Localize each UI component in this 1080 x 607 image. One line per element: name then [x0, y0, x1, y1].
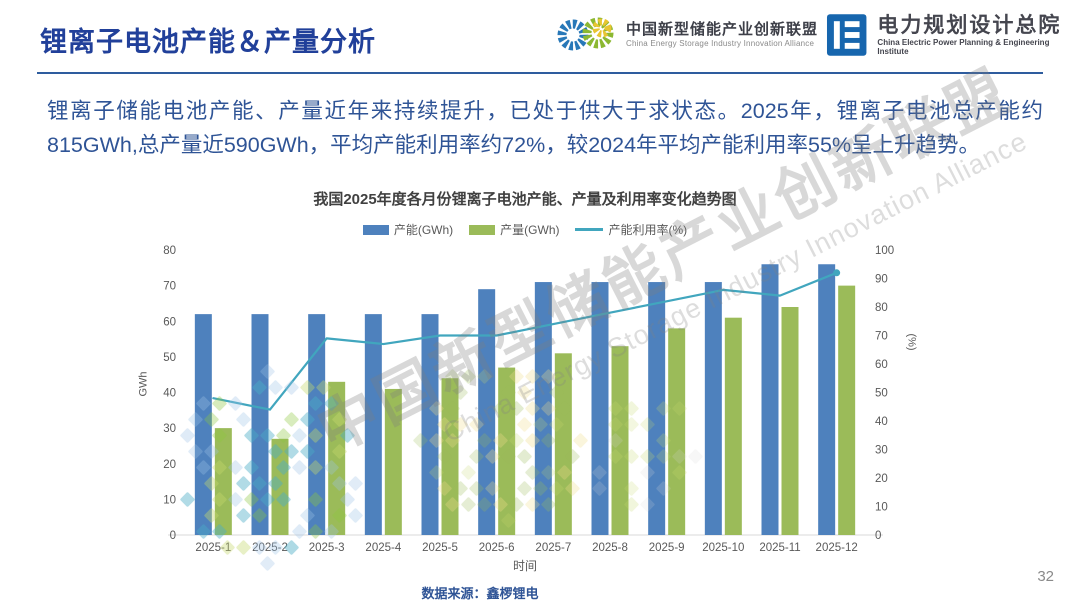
alliance-infinity-icon — [557, 17, 614, 51]
ceppei-e-icon — [826, 14, 867, 56]
y-right-tick: 20 — [875, 473, 888, 485]
y-left-tick: 60 — [163, 316, 176, 328]
legend-bar-swatch — [469, 224, 496, 235]
legend-bar-swatch — [362, 224, 389, 235]
alliance-name-en: China Energy Storage Industry Innovation… — [626, 38, 815, 48]
alliance-logo-text: 中国新型储能产业创新联盟 China Energy Storage Indust… — [626, 21, 818, 48]
x-tick-2025-8: 2025-8 — [592, 542, 628, 554]
y-left-tick: 20 — [163, 459, 176, 471]
chart-title: 我国2025年度各月份锂离子电池产能、产量及利用率变化趋势图 — [313, 191, 737, 208]
bar-output-2025-9 — [668, 328, 686, 535]
bar-output-2025-1 — [214, 428, 232, 535]
bar-capacity-2025-5 — [421, 314, 439, 535]
y-right-tick: 10 — [875, 502, 888, 514]
y-right-tick: 30 — [875, 445, 888, 457]
bar-output-2025-7 — [554, 353, 572, 535]
utilization-line-end-marker — [833, 269, 841, 277]
bar-capacity-2025-8 — [591, 282, 609, 535]
bar-output-2025-12 — [838, 285, 856, 535]
bar-capacity-2025-9 — [648, 282, 666, 535]
utilization-line — [212, 271, 838, 411]
bar-output-2025-8 — [611, 346, 629, 535]
y-left-tick: 70 — [163, 281, 176, 293]
legend-label: 产能(GWh) — [393, 223, 454, 237]
x-tick-2025-7: 2025-7 — [535, 542, 571, 554]
x-tick-2025-9: 2025-9 — [649, 542, 685, 554]
y-left-tick: 50 — [163, 352, 176, 364]
legend-label: 产能利用率(%) — [608, 223, 688, 237]
ceppei-name-cn: 电力规划设计总院 — [877, 14, 1062, 37]
legend-item: 产能(GWh) — [362, 221, 454, 238]
legend-item: 产量(GWh) — [469, 221, 559, 238]
y-right-tick: 70 — [875, 331, 888, 343]
bar-capacity-2025-2 — [251, 314, 269, 535]
x-tick-2025-3: 2025-3 — [309, 542, 345, 554]
bar-capacity-2025-10 — [704, 282, 722, 535]
bar-capacity-2025-6 — [478, 289, 496, 535]
x-tick-2025-1: 2025-1 — [195, 542, 231, 554]
ceppei-name-en: China Electric Power Planning & Engineer… — [877, 38, 1050, 56]
ceppei-logo: 电力规划设计总院 China Electric Power Planning &… — [826, 12, 1080, 58]
bar-capacity-2025-11 — [761, 264, 779, 535]
bar-capacity-2025-7 — [534, 282, 552, 535]
bar-capacity-2025-1 — [194, 314, 212, 535]
x-tick-2025-2: 2025-2 — [252, 542, 288, 554]
y-right-tick: 90 — [875, 274, 888, 286]
ceppei-logo-text: 电力规划设计总院 China Electric Power Planning &… — [877, 14, 1080, 56]
y-left-tick: 80 — [163, 245, 176, 257]
bar-capacity-2025-3 — [308, 314, 326, 535]
alliance-logo: 中国新型储能产业创新联盟 China Energy Storage Indust… — [556, 12, 818, 56]
bar-output-2025-5 — [441, 378, 459, 535]
y-right-tick: 50 — [875, 388, 888, 400]
chart-legend: 产能(GWh) 产量(GWh) 产能利用率(%) — [130, 221, 920, 238]
page-title: 锂离子电池产能＆产量分析 — [40, 27, 376, 57]
y-right-tick: 80 — [875, 302, 888, 314]
bar-output-2025-4 — [384, 388, 402, 535]
legend-line-swatch — [575, 228, 604, 231]
bar-output-2025-3 — [328, 381, 346, 535]
x-tick-2025-11: 2025-11 — [759, 542, 800, 554]
legend-label: 产量(GWh) — [500, 223, 560, 237]
alliance-name-cn: 中国新型储能产业创新联盟 — [626, 20, 819, 38]
data-source: 数据来源：鑫椤锂电 — [421, 586, 539, 601]
y-left-tick: 30 — [163, 423, 176, 435]
y-right-tick: 0 — [875, 530, 881, 542]
bar-output-2025-2 — [271, 438, 289, 535]
x-tick-2025-5: 2025-5 — [422, 542, 458, 554]
bar-output-2025-11 — [781, 307, 799, 535]
y-right-tick: 40 — [875, 416, 888, 428]
legend-item: 产能利用率(%) — [575, 221, 687, 238]
x-tick-2025-6: 2025-6 — [479, 542, 515, 554]
bar-output-2025-6 — [498, 367, 516, 535]
y-right-tick: 100 — [875, 245, 894, 257]
x-tick-2025-10: 2025-10 — [702, 542, 744, 554]
x-tick-2025-12: 2025-12 — [816, 542, 858, 554]
y-left-tick: 40 — [163, 388, 176, 400]
x-tick-2025-4: 2025-4 — [365, 542, 401, 554]
y-left-tick: 0 — [170, 530, 176, 542]
summary-text: 锂离子储能电池产能、产量近年来持续提升，已处于供大于求状态。2025年，锂离子电… — [47, 99, 1043, 157]
x-axis-title: 时间 — [512, 559, 537, 573]
bar-output-2025-10 — [724, 317, 742, 535]
page-number: 32 — [1037, 568, 1054, 585]
header-divider — [37, 72, 1043, 74]
y-left-tick: 10 — [163, 494, 176, 506]
capacity-output-utilization-chart: 0 10 20 30 40 50 60 70 80 0 10 20 30 40 50 60 70 80 90 100 2… — [163, 245, 894, 554]
y-right-tick: 60 — [875, 359, 888, 371]
bar-capacity-2025-4 — [364, 314, 382, 535]
bar-capacity-2025-12 — [818, 264, 836, 535]
